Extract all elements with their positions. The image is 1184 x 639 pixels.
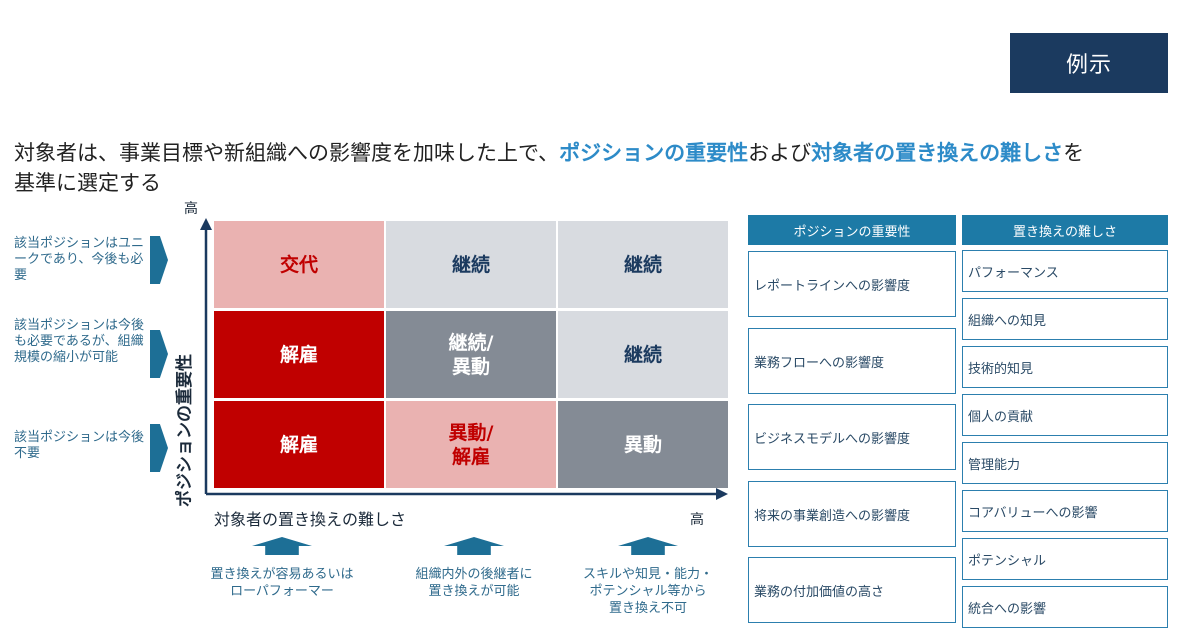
- difficulty-item: 統合への影響: [962, 586, 1168, 628]
- x-axis-title: 対象者の置き換えの難しさ: [214, 510, 407, 529]
- up-arrow-icon: [252, 537, 312, 555]
- difficulty-panel-header: 置き換えの難しさ: [962, 215, 1168, 245]
- chevron-right-icon: [150, 424, 168, 472]
- headline-highlight-difficulty: 対象者の置き換えの難しさ: [811, 141, 1064, 165]
- difficulty-item: コアバリューへの影響: [962, 490, 1168, 532]
- row-label-mid: 該当ポジションは今後も必要であるが、組織規模の縮小が可能: [14, 318, 145, 365]
- row-label-low: 該当ポジションは今後不要: [14, 430, 145, 461]
- y-axis-high-label: 高: [184, 201, 198, 217]
- matrix-cell-r2c2: 継続/ 異動: [386, 311, 556, 398]
- column-note-possible: 組織内外の後継者に 置き換えが可能: [415, 567, 533, 599]
- row-label-high: 該当ポジションはユニークであり、今後も必要: [14, 236, 145, 283]
- importance-item: ビジネスモデルへの影響度: [748, 404, 956, 470]
- example-badge: 例示: [1010, 33, 1168, 93]
- column-note-impossible: スキルや知見・能力・ ポテンシャル等から 置き換え不可: [582, 567, 713, 616]
- difficulty-item: 個人の貢献: [962, 394, 1168, 436]
- importance-panel-header: ポジションの重要性: [748, 215, 956, 245]
- headline-highlight-importance: ポジションの重要性: [559, 141, 749, 165]
- matrix-cell-r2c1: 解雇: [214, 311, 384, 398]
- page-headline: 対象者は、事業目標や新組織への影響度を加味した上で、ポジションの重要性および対象…: [14, 138, 1174, 198]
- matrix-cell-r1c1: 交代: [214, 221, 384, 308]
- headline-text-3: を: [1063, 141, 1085, 165]
- y-axis-arrowhead: [200, 218, 212, 230]
- difficulty-item: 技術的知見: [962, 346, 1168, 388]
- headline-text-1: 対象者は、事業目標や新組織への影響度を加味した上で、: [14, 141, 560, 165]
- matrix-cell-r1c2: 継続: [386, 221, 556, 308]
- column-note-easy: 置き換えが容易あるいは ローパフォーマー: [210, 567, 354, 599]
- importance-item: 業務フローへの影響度: [748, 328, 956, 394]
- importance-item: レポートラインへの影響度: [748, 251, 956, 317]
- difficulty-item: ポテンシャル: [962, 538, 1168, 580]
- headline-line-2: 基準に選定する: [14, 171, 161, 195]
- matrix-cell-r3c1: 解雇: [214, 401, 384, 488]
- up-arrow-icon: [618, 537, 678, 555]
- chevron-right-icon: [150, 236, 168, 284]
- matrix-cell-r3c3: 異動: [558, 401, 728, 488]
- difficulty-item: パフォーマンス: [962, 250, 1168, 292]
- importance-item: 業務の付加価値の高さ: [748, 557, 956, 623]
- chevron-right-icon: [150, 330, 168, 378]
- matrix-cell-r3c2: 異動/ 解雇: [386, 401, 556, 488]
- matrix-cell-r1c3: 継続: [558, 221, 728, 308]
- headline-text-2: および: [748, 141, 812, 165]
- x-axis-high-label: 高: [690, 512, 704, 528]
- up-arrow-icon: [444, 537, 504, 555]
- importance-item: 将来の事業創造への影響度: [748, 481, 956, 547]
- matrix-cell-r2c3: 継続: [558, 311, 728, 398]
- difficulty-item: 組織への知見: [962, 298, 1168, 340]
- difficulty-item: 管理能力: [962, 442, 1168, 484]
- x-axis-arrowhead: [716, 488, 728, 500]
